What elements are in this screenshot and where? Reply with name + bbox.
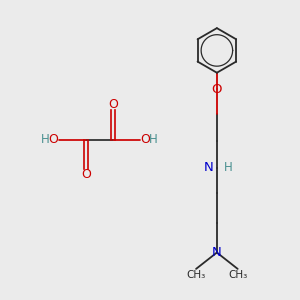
Text: N: N [204, 161, 214, 174]
Text: O: O [212, 82, 222, 96]
Text: O: O [108, 98, 118, 111]
Text: CH₃: CH₃ [228, 270, 247, 280]
Text: O: O [49, 133, 58, 146]
Text: CH₃: CH₃ [186, 270, 206, 280]
Text: N: N [212, 246, 222, 259]
Text: H: H [41, 133, 50, 146]
Text: O: O [141, 133, 151, 146]
Text: H: H [149, 133, 158, 146]
Text: O: O [81, 168, 91, 181]
Text: H: H [224, 161, 232, 174]
